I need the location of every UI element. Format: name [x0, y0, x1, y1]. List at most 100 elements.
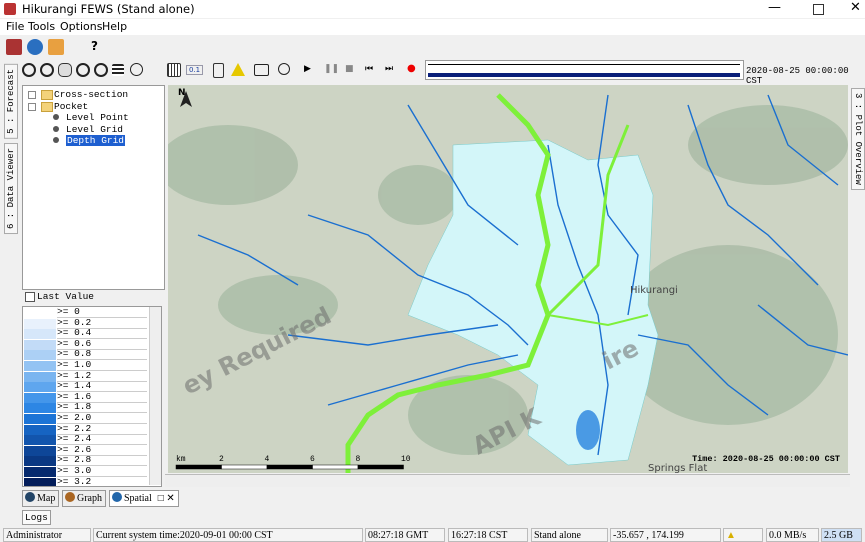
warnings[interactable]: [231, 63, 245, 76]
view-tab[interactable]: Graph: [62, 490, 106, 507]
zoom-in[interactable]: [22, 63, 36, 77]
legend-swatch: [24, 329, 56, 340]
help-button[interactable]: ?: [91, 39, 98, 53]
tree-label[interactable]: Depth Grid: [66, 135, 126, 146]
menu-item[interactable]: Help: [102, 20, 128, 33]
legend-swatch: [24, 392, 56, 403]
legend-swatch: [24, 371, 56, 382]
node-dot: [53, 114, 59, 120]
legend-label: >= 0.8: [57, 349, 147, 361]
legend-swatch: [24, 361, 56, 371]
scale-segment: [357, 464, 404, 470]
scale-unit: km: [176, 455, 186, 464]
node-dot: [53, 125, 59, 132]
zoom-full[interactable]: [94, 63, 108, 77]
tree-label[interactable]: Cross-section: [54, 89, 129, 100]
legend-swatch: [24, 435, 56, 446]
menu-item[interactable]: Tools: [28, 20, 56, 33]
legend-header: Last Value: [22, 290, 163, 304]
place-label: Hikurangi: [630, 285, 678, 296]
step-select[interactable]: 0.1: [186, 65, 204, 75]
tool-button[interactable]: [48, 39, 64, 55]
close[interactable]: ✕: [850, 0, 861, 15]
play[interactable]: ▶: [304, 64, 311, 74]
warning-icon: ▲: [726, 530, 736, 541]
expander[interactable]: [28, 91, 36, 99]
tool-button[interactable]: [6, 39, 22, 55]
tab-icon: [65, 492, 75, 502]
side-tab[interactable]: 3 : Plot Overview: [851, 88, 865, 190]
pan[interactable]: [58, 63, 72, 77]
legend-label: >= 1.4: [57, 381, 147, 393]
status-cell: 16:27:18 CST: [448, 528, 528, 542]
zoom[interactable]: [76, 63, 90, 77]
menu-bar: File Tools Options Help: [0, 19, 865, 35]
pause[interactable]: ❚❚: [324, 64, 340, 74]
folder-icon: [41, 90, 53, 100]
legend-label: >= 0.2: [57, 317, 147, 329]
map: N Hikurangi Springs Flat ey Required API…: [168, 85, 848, 473]
checkbox[interactable]: [25, 292, 35, 302]
movie[interactable]: [254, 64, 269, 76]
first[interactable]: ⏮: [365, 64, 374, 74]
legend-title: Last Value: [37, 291, 95, 302]
view-tab[interactable]: Spatial □ ✕: [109, 490, 179, 507]
flood-extent: [407, 139, 659, 466]
tree-label[interactable]: Level Point: [66, 112, 129, 123]
tool-button[interactable]: [213, 63, 224, 78]
legend-label: >= 3.0: [57, 466, 147, 477]
status-cell: 0.0 MB/s: [766, 528, 819, 542]
clock[interactable]: [278, 63, 290, 75]
app-icon: [4, 3, 16, 15]
side-tab[interactable]: 5 : Forecast: [4, 64, 18, 139]
tool-button[interactable]: [27, 39, 43, 55]
tab-controls[interactable]: □ ✕: [157, 493, 175, 504]
warning-indicator: ▲: [723, 528, 763, 542]
time-slider[interactable]: [425, 60, 744, 80]
scale-label: 10: [401, 455, 411, 464]
minimize[interactable]: —: [768, 0, 781, 15]
legend-swatch: [24, 445, 56, 456]
slider-bar: [428, 73, 740, 77]
legend-label: >= 1.8: [57, 402, 147, 414]
legend-label: >= 2.0: [57, 413, 147, 424]
tab-icon: [112, 492, 122, 502]
maximize[interactable]: [813, 4, 824, 15]
title-bar: Hikurangi FEWS (Stand alone) — ✕: [0, 0, 865, 18]
legend-label: >= 1.2: [57, 370, 147, 382]
status-cell: -35.657 , 174.199: [610, 528, 721, 542]
legend-label: >= 0.6: [57, 338, 147, 350]
side-tab[interactable]: 6 : Data Viewer: [4, 143, 18, 235]
scrollbar[interactable]: [149, 307, 161, 485]
stop[interactable]: ■: [345, 64, 354, 74]
north-label: N: [178, 88, 186, 98]
legend-swatch: [24, 308, 56, 318]
status-cell: Current system time:2020-09-01 00:00 CST: [93, 528, 363, 542]
info[interactable]: [130, 63, 143, 76]
expander[interactable]: [28, 102, 36, 111]
deep-area: [576, 410, 600, 450]
legend-list: >= 0 >= 0.2 >= 0.4 >= 0.6 >= 0.8 >= 1.0 >= 1.2…: [22, 306, 162, 487]
layers[interactable]: [112, 64, 124, 76]
grid-button[interactable]: [167, 63, 181, 77]
tree-label[interactable]: Pocket: [54, 100, 89, 112]
rivers: [197, 94, 848, 456]
legend-label: >= 3.2: [57, 476, 147, 486]
legend-swatch: [24, 339, 56, 350]
view-tab[interactable]: Map: [22, 490, 60, 507]
record[interactable]: ●: [407, 63, 416, 74]
menu-item[interactable]: Options: [60, 20, 103, 33]
menu-item[interactable]: File: [6, 20, 25, 33]
scale-label: 6: [310, 455, 315, 464]
last[interactable]: ⏭: [385, 64, 394, 74]
scale-segment: [312, 464, 359, 470]
scale-bar: 2 4 6 8 10: [175, 455, 411, 470]
scale-segment: [221, 464, 268, 470]
legend-label: >= 1.0: [57, 360, 147, 371]
logs-tab[interactable]: Logs: [22, 510, 51, 525]
legend-label: >= 2.8: [57, 455, 147, 467]
tree-label[interactable]: Level Grid: [66, 123, 124, 135]
legend-label: >= 2.2: [57, 423, 147, 435]
zoom-out[interactable]: [40, 63, 54, 77]
